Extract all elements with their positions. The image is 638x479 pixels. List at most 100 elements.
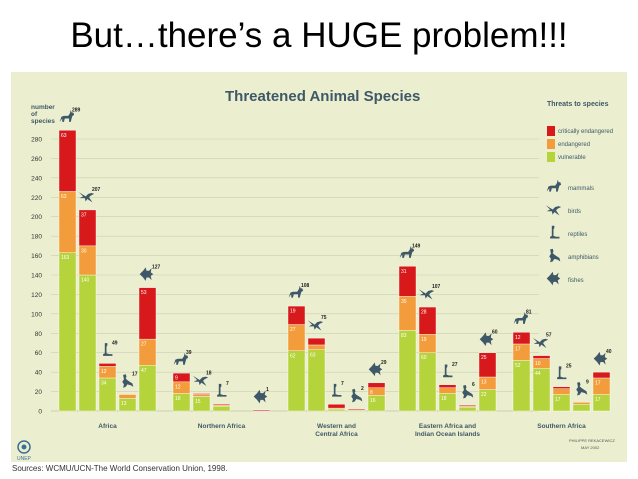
legend-label-reptiles: reptiles — [568, 232, 587, 238]
bar-total-label: 75 — [321, 315, 327, 321]
y-tick-label: 120 — [31, 292, 42, 299]
segment-value-label: 28 — [421, 310, 427, 316]
segment-value-label: 140 — [81, 278, 90, 284]
bar-total-label: 108 — [301, 283, 310, 289]
bar-segment-critically — [78, 209, 97, 247]
y-tick-label: 60 — [35, 350, 43, 357]
segment-value-label: 12 — [101, 369, 107, 375]
segment-value-label: 25 — [481, 355, 487, 361]
bar-total-label: 6 — [472, 382, 475, 388]
credit-date: MAY 2002 — [581, 445, 600, 450]
legend-swatch-critically — [547, 126, 555, 136]
segment-value-label: 17 — [595, 380, 601, 386]
bar-segment-vulnerable — [287, 350, 306, 412]
bar-segment-critically — [418, 306, 437, 335]
bar-segment-critically — [252, 409, 271, 412]
segment-value-label: 15 — [195, 399, 201, 405]
bar-total-label: 81 — [526, 309, 532, 315]
region-label: Central Africa — [315, 431, 358, 438]
bar-total-label: 17 — [132, 371, 138, 377]
bar-segment-vulnerable — [78, 274, 97, 412]
bar-segment-critically — [438, 384, 457, 388]
segment-value-label: 63 — [310, 352, 316, 358]
legend-label-amphibians: amphibians — [568, 255, 599, 261]
y-axis-ticks: 0 20 40 60 80 100 120 140 160 180 200 220 240 260 280 — [31, 137, 42, 416]
y-axis-title-text: number of species — [31, 104, 55, 125]
y-tick-label: 20 — [35, 389, 43, 396]
segment-value-label: 163 — [61, 255, 70, 261]
bar-segment-critically — [172, 372, 191, 383]
segment-value-label: 37 — [81, 212, 87, 218]
segment-value-label: 30 — [81, 248, 87, 254]
unep-emblem-icon — [17, 440, 31, 454]
bar-segment-critically — [398, 266, 417, 297]
segment-value-label: 19 — [421, 337, 427, 343]
y-tick-label: 80 — [35, 331, 43, 338]
segment-value-label: 52 — [515, 363, 521, 369]
bar-segment-vulnerable — [572, 404, 591, 412]
slide-title: But…there’s a HUGE problem!!! — [70, 16, 568, 55]
bar-segment-endangered — [192, 394, 211, 397]
bar-total-label: 107 — [432, 284, 441, 290]
bar-total-label: 49 — [112, 340, 118, 346]
bar-segment-critically — [367, 382, 386, 388]
region-label: Indian Ocean Islands — [415, 431, 480, 438]
bar-segment-critically — [592, 371, 611, 379]
region-label: Western and — [317, 423, 356, 430]
legend-label-vulnerable: vulnerable — [558, 155, 586, 161]
bar-segment-vulnerable — [398, 330, 417, 412]
y-tick-label: 200 — [31, 214, 42, 221]
y-tick-label: 100 — [31, 311, 42, 318]
segment-value-label: 18 — [175, 396, 181, 402]
segment-value-label: 17 — [595, 397, 601, 403]
status-legend: critically endangered endangered vulnerabl… — [547, 126, 613, 162]
bar-total-label: 7 — [226, 381, 229, 387]
legend-swatch-vulnerable — [547, 152, 555, 162]
segment-value-label: 12 — [515, 335, 521, 341]
y-tick-label: 160 — [31, 253, 42, 260]
segment-value-label: 62 — [290, 353, 296, 359]
bar-segment-critically — [138, 287, 157, 340]
y-tick-label: 280 — [31, 137, 42, 144]
y-tick-label: 0 — [38, 409, 42, 416]
segment-value-label: 53 — [141, 290, 147, 296]
bars-layer — [58, 130, 611, 412]
bar-segment-vulnerable — [327, 408, 346, 412]
legend-swatch-endangered — [547, 139, 555, 149]
legend-label-mammals: mammals — [568, 186, 594, 192]
legend-label-endangered: endangered — [558, 142, 590, 148]
segment-value-label: 17 — [515, 346, 521, 352]
animal-legend: mammals birds reptiles amphibians fishes — [545, 179, 599, 286]
bar-segment-critically — [98, 363, 117, 367]
bar-segment-critically — [212, 404, 231, 406]
segment-value-label: 19 — [290, 309, 296, 315]
region-label: Southern Africa — [537, 423, 586, 430]
segment-value-label: 27 — [290, 327, 296, 333]
y-tick-label: 140 — [31, 273, 42, 280]
bar-segment-critically — [347, 408, 366, 411]
segment-value-label: 27 — [141, 342, 147, 348]
legend: Threats to species critically endangered… — [545, 101, 613, 286]
segment-value-label: 10 — [535, 361, 541, 367]
y-tick-label: 260 — [31, 156, 42, 163]
segment-value-label: 12 — [175, 384, 181, 390]
region-label: Northern Africa — [198, 423, 246, 430]
y-tick-label: 220 — [31, 195, 42, 202]
credit: PHILIPPE REKACEWICZ — [569, 438, 615, 443]
segment-value-label: 22 — [481, 392, 487, 398]
bar-total-label: 9 — [586, 379, 589, 385]
bar-segment-critically — [307, 337, 326, 346]
segment-value-label: 13 — [481, 380, 487, 386]
bar-total-label: 127 — [152, 265, 161, 271]
bar-total-label: 40 — [606, 349, 612, 355]
segment-value-label: 83 — [401, 333, 407, 339]
bar-segment-critically — [552, 386, 571, 389]
segment-value-label: 13 — [121, 401, 127, 407]
bar-segment-endangered — [438, 387, 457, 394]
bar-segment-endangered — [307, 344, 326, 351]
bar-segment-vulnerable — [58, 252, 77, 412]
segment-value-label: 9 — [175, 376, 178, 382]
bar-segment-endangered — [58, 191, 77, 253]
bar-segment-critically — [458, 404, 477, 407]
bar-total-label: 39 — [186, 350, 192, 356]
